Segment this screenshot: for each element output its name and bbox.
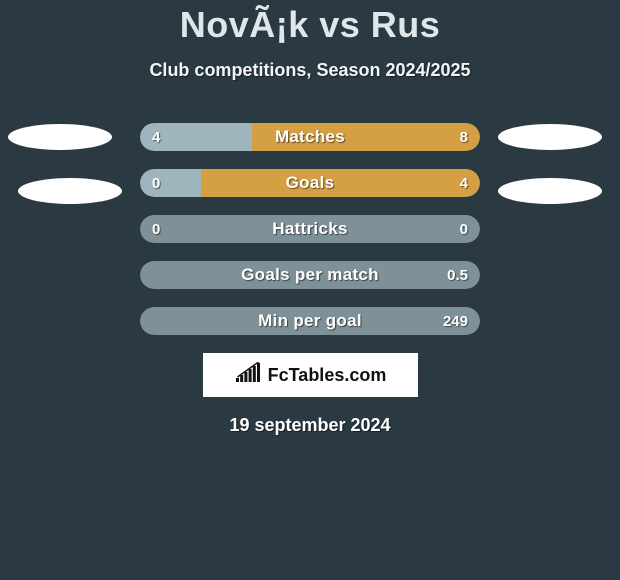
bar-value-right: 0.5 bbox=[447, 261, 468, 289]
bar-fill-right bbox=[252, 123, 480, 151]
brand-text: FcTables.com bbox=[268, 365, 387, 386]
bar-fill-neutral bbox=[140, 307, 480, 335]
ellipse-top_right bbox=[498, 124, 602, 150]
stat-bar: Goals04 bbox=[140, 169, 480, 197]
bar-value-right: 4 bbox=[460, 169, 468, 197]
stat-bar: Hattricks00 bbox=[140, 215, 480, 243]
bar-value-right: 249 bbox=[443, 307, 468, 335]
ellipse-mid_right bbox=[498, 178, 602, 204]
bar-value-right: 8 bbox=[460, 123, 468, 151]
bar-track bbox=[140, 307, 480, 335]
bars-chart-icon bbox=[234, 362, 264, 389]
page-title: NovÃ¡k vs Rus bbox=[0, 0, 620, 46]
stat-bar: Matches48 bbox=[140, 123, 480, 151]
bars-container: Matches48Goals04Hattricks00Goals per mat… bbox=[0, 123, 620, 335]
bar-track bbox=[140, 123, 480, 151]
date-label: 19 september 2024 bbox=[0, 415, 620, 436]
bar-value-right: 0 bbox=[460, 215, 468, 243]
subtitle: Club competitions, Season 2024/2025 bbox=[0, 60, 620, 81]
brand-box: FcTables.com bbox=[203, 353, 418, 397]
stat-bar: Min per goal249 bbox=[140, 307, 480, 335]
bar-track bbox=[140, 215, 480, 243]
bar-fill-neutral bbox=[140, 215, 480, 243]
bar-track bbox=[140, 261, 480, 289]
bar-fill-right bbox=[201, 169, 480, 197]
bar-value-left: 4 bbox=[152, 123, 160, 151]
stat-bar: Goals per match0.5 bbox=[140, 261, 480, 289]
bar-fill-neutral bbox=[140, 261, 480, 289]
bar-value-left: 0 bbox=[152, 215, 160, 243]
ellipse-mid_left bbox=[18, 178, 122, 204]
bar-track bbox=[140, 169, 480, 197]
bar-value-left: 0 bbox=[152, 169, 160, 197]
ellipse-top_left bbox=[8, 124, 112, 150]
bar-fill-left bbox=[140, 169, 201, 197]
